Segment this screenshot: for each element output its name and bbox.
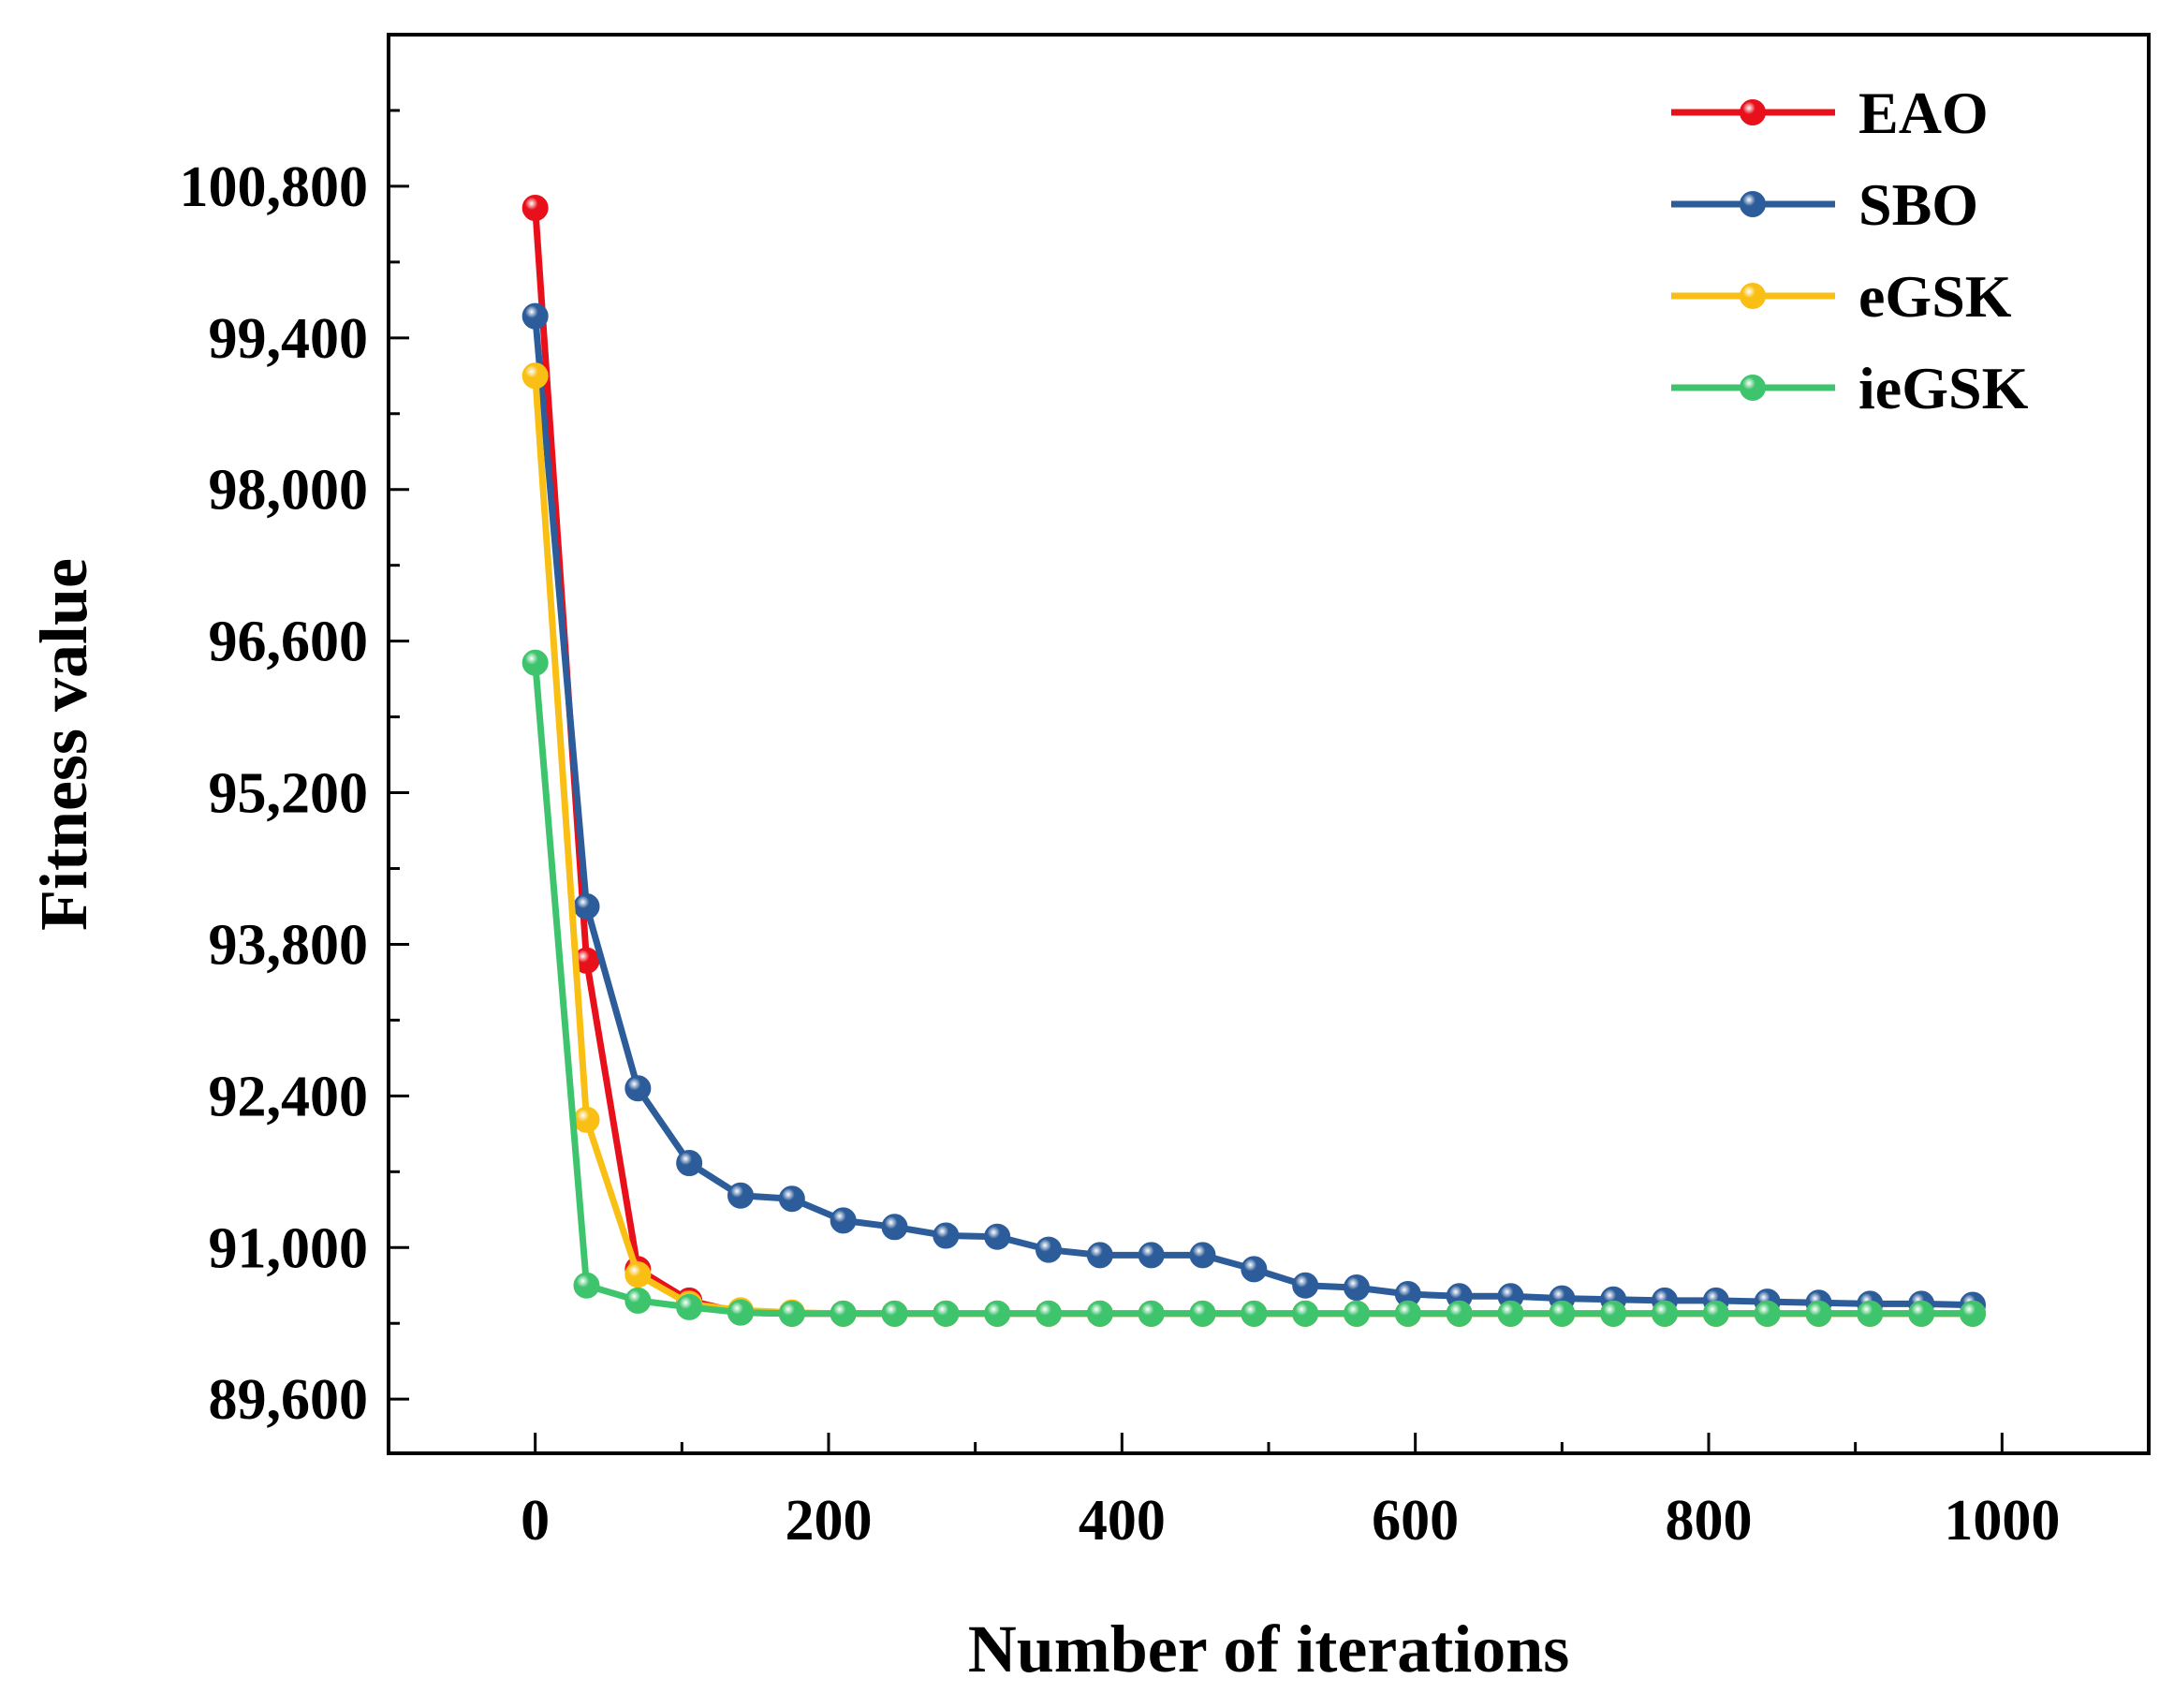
y-axis-ticks [389, 33, 409, 1401]
data-point-sbo [1292, 1272, 1319, 1299]
series-sbo [521, 302, 1986, 1318]
data-point-sbo [933, 1222, 960, 1249]
x-axis-title: Number of iterations [968, 1612, 1570, 1686]
legend-item-egsk: eGSK [1671, 263, 2012, 330]
data-point-eao [521, 195, 549, 222]
y-axis-title: Fitness value [26, 558, 101, 931]
x-axis-tick-labels: 0 200 400 600 800 1000 [521, 1489, 2060, 1553]
data-point-sbo [830, 1207, 857, 1234]
data-point-iegsk [1292, 1300, 1319, 1327]
data-point-sbo [573, 892, 600, 920]
data-point-iegsk [573, 1272, 600, 1299]
legend-label: EAO [1858, 80, 1989, 146]
y-tick-label: 91,000 [209, 1216, 369, 1280]
data-point-iegsk [727, 1299, 754, 1326]
series-line-egsk [532, 375, 1973, 1318]
data-point-iegsk [1086, 1300, 1113, 1327]
legend-label: SBO [1858, 171, 1978, 238]
y-tick-label: 99,400 [209, 307, 369, 371]
x-tick-label: 1000 [1944, 1489, 2060, 1553]
y-tick-label: 89,600 [209, 1368, 369, 1432]
series-layer [521, 195, 1986, 1327]
legend: EAO SBO eGSK ieGSK [1671, 80, 2029, 421]
data-point-iegsk [1754, 1300, 1781, 1327]
series-eao [521, 195, 1986, 1327]
data-point-iegsk [676, 1293, 703, 1320]
y-axis-tick-labels: 89,600 91,000 92,400 93,800 95,200 96,600 98,0… [180, 155, 369, 1432]
series-iegsk [521, 649, 1986, 1327]
x-tick-label: 200 [786, 1489, 873, 1553]
y-tick-label: 95,200 [209, 762, 369, 826]
data-point-sbo [1138, 1242, 1165, 1269]
legend-item-eao: EAO [1671, 80, 1989, 146]
data-point-sbo [521, 302, 549, 330]
y-tick-label: 92,400 [209, 1065, 369, 1128]
data-point-iegsk [778, 1300, 805, 1327]
plot-frame [387, 33, 2151, 1455]
legend-label: ieGSK [1858, 355, 2029, 421]
y-tick-label: 93,800 [209, 913, 369, 977]
data-point-sbo [676, 1150, 703, 1177]
data-point-iegsk [984, 1300, 1011, 1327]
data-point-iegsk [624, 1287, 652, 1314]
data-point-sbo [881, 1214, 908, 1241]
data-point-iegsk [1138, 1300, 1165, 1327]
data-point-iegsk [1394, 1300, 1421, 1327]
legend-item-iegsk: ieGSK [1671, 355, 2029, 421]
data-point-iegsk [1036, 1300, 1062, 1327]
data-point-iegsk [1344, 1300, 1370, 1327]
y-tick-label: 96,600 [209, 611, 369, 674]
legend-marker [1740, 99, 1766, 125]
data-point-sbo [624, 1075, 652, 1102]
data-point-iegsk [1446, 1300, 1473, 1327]
data-point-iegsk [933, 1300, 960, 1327]
data-point-sbo [778, 1185, 805, 1213]
data-point-iegsk [1497, 1300, 1524, 1327]
y-tick-label: 98,000 [209, 459, 369, 523]
data-point-sbo [1189, 1242, 1216, 1269]
data-point-iegsk [1702, 1300, 1729, 1327]
data-point-iegsk [1960, 1300, 1986, 1327]
legend-item-sbo: SBO [1671, 171, 1978, 238]
data-point-iegsk [1189, 1300, 1216, 1327]
data-point-sbo [727, 1182, 754, 1209]
x-tick-label: 400 [1079, 1489, 1166, 1553]
data-point-iegsk [1805, 1300, 1832, 1327]
y-tick-label: 100,800 [180, 155, 369, 219]
legend-marker [1740, 283, 1766, 309]
data-point-egsk [521, 362, 549, 390]
data-point-iegsk [1241, 1300, 1268, 1327]
data-point-iegsk [521, 649, 549, 676]
data-point-iegsk [1908, 1300, 1935, 1327]
x-tick-label: 800 [1666, 1489, 1753, 1553]
data-point-sbo [1036, 1236, 1062, 1263]
x-tick-label: 0 [521, 1489, 550, 1553]
series-line-iegsk [532, 662, 1973, 1318]
legend-marker [1740, 375, 1766, 401]
data-point-sbo [1241, 1256, 1268, 1283]
data-point-iegsk [881, 1300, 908, 1327]
x-tick-label: 600 [1372, 1489, 1459, 1553]
data-point-iegsk [1600, 1300, 1627, 1327]
data-point-iegsk [1652, 1300, 1678, 1327]
series-line-eao [532, 207, 1973, 1318]
legend-label: eGSK [1858, 263, 2012, 330]
data-point-iegsk [1549, 1300, 1576, 1327]
data-point-iegsk [830, 1300, 857, 1327]
series-line-sbo [532, 316, 1974, 1309]
data-point-sbo [984, 1223, 1011, 1250]
x-axis-ticks [387, 1433, 2151, 1453]
series-egsk [521, 362, 1986, 1327]
data-point-sbo [1086, 1242, 1113, 1269]
legend-marker [1740, 191, 1766, 217]
data-point-iegsk [1857, 1300, 1884, 1327]
data-point-sbo [1344, 1274, 1370, 1302]
data-point-egsk [573, 1106, 600, 1133]
data-point-egsk [624, 1261, 652, 1288]
